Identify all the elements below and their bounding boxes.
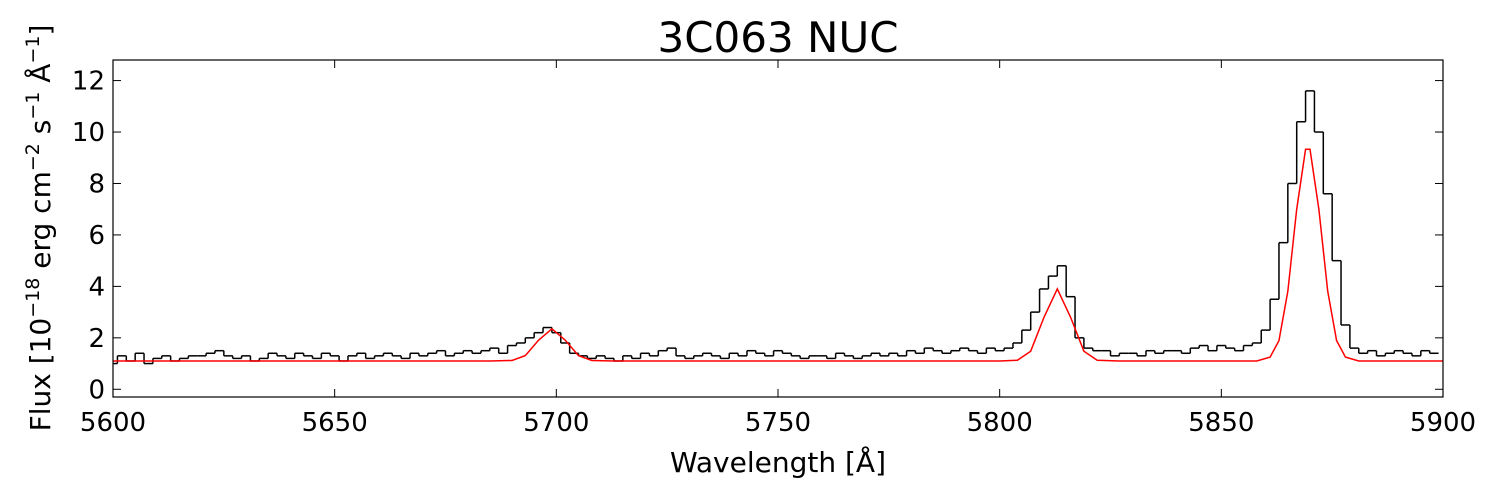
y-label-part: s [24, 120, 57, 144]
chart-title: 3C063 NUC [657, 13, 898, 62]
x-tick-label: 5700 [523, 408, 589, 438]
y-label-part: Å [23, 64, 57, 92]
y-label-superscript: −1 [22, 36, 44, 64]
model-line [113, 148, 1443, 362]
x-tick-label: 5800 [967, 408, 1033, 438]
y-label-part: erg cm [24, 171, 57, 278]
x-tick-label: 5850 [1188, 408, 1254, 438]
y-label-part: ] [24, 25, 57, 36]
plot-area [113, 90, 1443, 365]
y-label-part: Flux [10 [24, 318, 57, 432]
y-axis-label: Flux [10−18 erg cm−2 s−1 Å−1] [22, 25, 57, 432]
y-tick-label: 12 [72, 67, 105, 97]
y-tick-label: 8 [88, 169, 105, 199]
y-tick-label: 0 [88, 375, 105, 405]
y-label-superscript: −2 [22, 143, 44, 171]
x-tick-label: 5900 [1410, 408, 1476, 438]
x-tick-label: 5600 [80, 408, 146, 438]
y-tick-label: 6 [88, 221, 105, 251]
y-label-superscript: −1 [22, 92, 44, 120]
x-axis-label: Wavelength [Å] [670, 445, 886, 479]
x-tick-label: 5750 [745, 408, 811, 438]
y-label-superscript: −18 [22, 278, 44, 318]
y-tick-label: 4 [88, 272, 105, 302]
y-tick-label: 2 [88, 324, 105, 354]
y-tick-label: 10 [72, 118, 105, 148]
x-tick-label: 5650 [302, 408, 368, 438]
